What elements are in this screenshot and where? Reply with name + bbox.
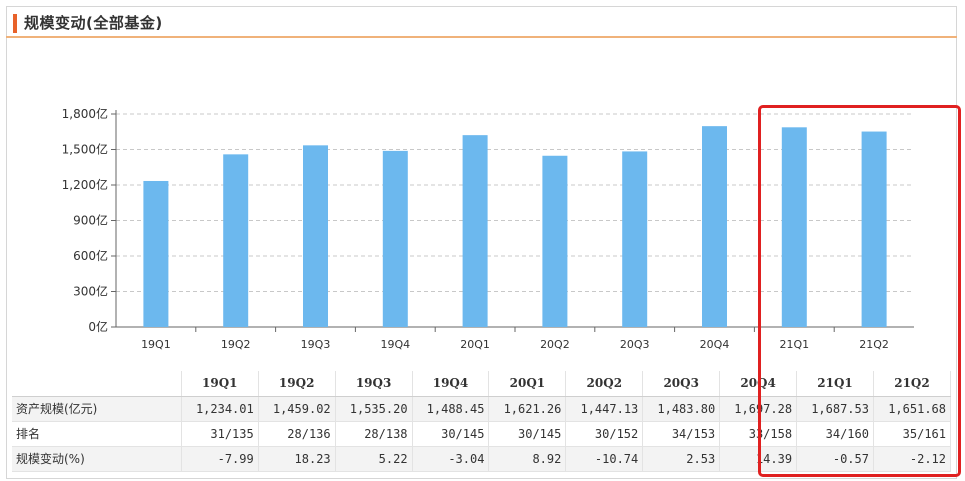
y-tick-label: 0亿 <box>88 319 108 334</box>
panel-title-bar <box>6 6 957 38</box>
table-cell: 1,459.02 <box>258 396 336 422</box>
table-cell: 1,651.68 <box>873 396 952 422</box>
table-cell: 14.39 <box>719 446 798 472</box>
bar <box>542 155 568 327</box>
table-cell: -2.12 <box>873 446 952 472</box>
bar <box>462 135 488 327</box>
x-tick-label: 20Q4 <box>700 338 730 351</box>
table-cell: 34/153 <box>642 421 721 447</box>
table-cell: 34/160 <box>796 421 874 447</box>
row-label: 资产规模(亿元) <box>12 396 182 422</box>
table-cell: 1,234.01 <box>181 396 259 422</box>
table-cell: 33/158 <box>719 421 798 447</box>
bar <box>622 151 648 327</box>
table-cell: 8.92 <box>488 446 567 472</box>
x-tick-label: 21Q1 <box>779 338 809 351</box>
table-cell: -0.57 <box>796 446 874 472</box>
x-tick-label: 19Q1 <box>141 338 171 351</box>
scale-data-table: 19Q1 19Q2 19Q3 19Q4 20Q1 20Q2 20Q3 20Q4 … <box>12 371 952 472</box>
x-tick-label: 20Q2 <box>540 338 570 351</box>
table-cell: 28/138 <box>335 421 413 447</box>
table-row-scale-change: 规模变动(%) -7.99 18.23 5.22 -3.04 8.92 -10.… <box>12 446 952 472</box>
table-cell: 5.22 <box>335 446 413 472</box>
y-tick-label: 1,200亿 <box>62 177 108 192</box>
y-tick-label: 600亿 <box>73 248 108 263</box>
table-cell: 1,621.26 <box>488 396 567 422</box>
table-cell: 1,535.20 <box>335 396 413 422</box>
x-tick-label: 21Q2 <box>859 338 889 351</box>
table-cell: 1,483.80 <box>642 396 721 422</box>
table-cell: 30/152 <box>565 421 644 447</box>
y-tick-label: 1,500亿 <box>62 142 108 157</box>
bar <box>861 131 887 327</box>
table-cell: 1,697.28 <box>719 396 798 422</box>
y-tick-label: 900亿 <box>73 213 108 228</box>
row-label: 规模变动(%) <box>12 446 182 472</box>
column-header: 20Q1 <box>488 371 567 397</box>
column-header: 19Q4 <box>412 371 490 397</box>
bar <box>382 150 408 327</box>
table-cell: -10.74 <box>565 446 644 472</box>
table-cell: 31/135 <box>181 421 259 447</box>
y-tick-label: 1,800亿 <box>62 106 108 121</box>
x-tick-label: 19Q4 <box>380 338 410 351</box>
column-header: 21Q1 <box>796 371 874 397</box>
column-header: 19Q2 <box>258 371 336 397</box>
column-header: 21Q2 <box>873 371 952 397</box>
panel-title: 规模变动(全部基金) <box>24 14 163 32</box>
table-row-rank: 排名 31/135 28/136 28/138 30/145 30/145 30… <box>12 421 952 447</box>
bar <box>143 180 169 327</box>
column-header: 20Q2 <box>565 371 644 397</box>
table-header-row: 19Q1 19Q2 19Q3 19Q4 20Q1 20Q2 20Q3 20Q4 … <box>12 371 952 397</box>
column-header: 20Q3 <box>642 371 721 397</box>
table-cell: 30/145 <box>412 421 490 447</box>
table-cell: 1,687.53 <box>796 396 874 422</box>
scale-bar-chart: 0亿 300亿 600亿 900亿 1,200亿 1,500亿 1,800亿 19Q1 19Q2… <box>62 106 914 351</box>
bar <box>702 126 727 327</box>
table-cell: 1,447.13 <box>565 396 644 422</box>
column-header: 19Q3 <box>335 371 413 397</box>
bar <box>303 145 328 327</box>
title-accent-mark <box>13 14 17 33</box>
x-tick-label: 20Q1 <box>460 338 490 351</box>
table-cell: 28/136 <box>258 421 336 447</box>
x-tick-label: 19Q3 <box>301 338 331 351</box>
table-cell: 1,488.45 <box>412 396 490 422</box>
table-cell: -3.04 <box>412 446 490 472</box>
x-tick-label: 19Q2 <box>221 338 251 351</box>
table-cell: -7.99 <box>181 446 259 472</box>
table-corner-cell <box>12 371 182 397</box>
table-cell: 30/145 <box>488 421 567 447</box>
table-cell: 18.23 <box>258 446 336 472</box>
column-header: 20Q4 <box>719 371 798 397</box>
bar <box>223 154 249 327</box>
bar <box>781 127 807 327</box>
x-tick-label: 20Q3 <box>620 338 650 351</box>
row-label: 排名 <box>12 421 182 447</box>
y-tick-label: 300亿 <box>73 284 108 299</box>
table-cell: 35/161 <box>873 421 952 447</box>
table-row-asset-scale: 资产规模(亿元) 1,234.01 1,459.02 1,535.20 1,48… <box>12 396 952 422</box>
column-header: 19Q1 <box>181 371 259 397</box>
table-cell: 2.53 <box>642 446 721 472</box>
